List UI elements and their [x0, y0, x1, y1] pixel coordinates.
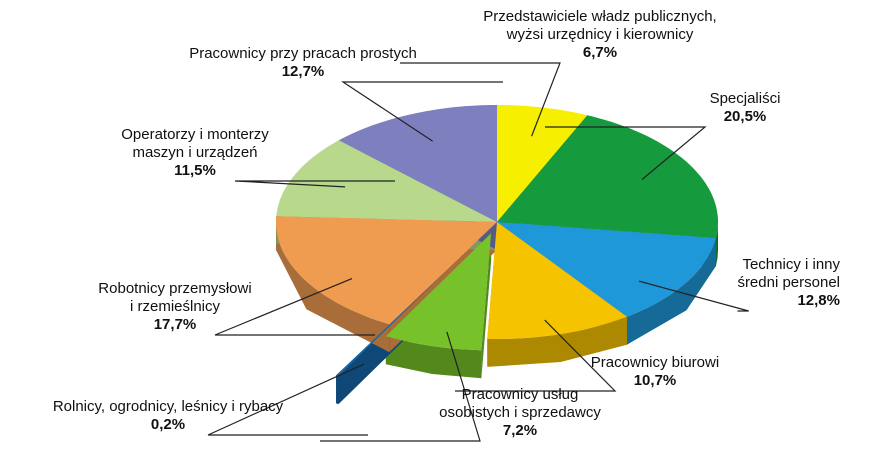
category-label: Pracownicy usług osobistych i sprzedawcy: [439, 386, 601, 421]
label: Rolnicy, ogrodnicy, leśnicy i rybacy 0,2%: [0, 398, 368, 434]
label: Specjaliści 20,5%: [545, 90, 872, 126]
category-label: Pracownicy przy pracach prostych: [189, 45, 417, 62]
value-label: 17,7%: [153, 316, 197, 333]
value-label: 11,5%: [174, 162, 216, 179]
value-label: 12,8%: [797, 292, 840, 309]
category-label: Specjaliści: [709, 90, 781, 107]
leader-line: [341, 81, 503, 142]
leader-line: [214, 277, 375, 336]
label: Przedstawiciele władz publicznych, wyżsi…: [400, 8, 800, 62]
slice-wall: [336, 375, 339, 405]
label: Technicy i inny średni personel 12,8%: [737, 256, 840, 310]
slice: [497, 222, 716, 317]
category-label: Robotnicy przemysłowi i rzemieślnicy: [98, 280, 252, 315]
leader-line: [207, 363, 368, 436]
slice-side: [481, 233, 492, 379]
leader-line: [638, 280, 749, 312]
slice: [497, 105, 588, 222]
slice: [487, 222, 627, 339]
slice-wall: [276, 222, 390, 353]
leader-line: [234, 180, 395, 188]
value-label: 6,7%: [582, 44, 618, 61]
leader-line: [320, 331, 481, 442]
slice: [497, 115, 718, 239]
label: Robotnicy przemysłowi i rzemieślnicy 17,7…: [0, 280, 375, 334]
category-label: Pracownicy biurowi: [590, 354, 720, 371]
label: Operatorzy i monterzy maszyn i urządzeń 1…: [0, 126, 395, 180]
label: Pracownicy przy pracach prostych 12,7%: [103, 45, 503, 81]
slice-wall: [626, 238, 716, 345]
value-label: 12,7%: [281, 63, 325, 80]
label: Pracownicy usług osobistych i sprzedawcy…: [320, 386, 720, 440]
slice-wall: [715, 222, 718, 267]
leader-line: [455, 319, 617, 392]
category-label: Rolnicy, ogrodnicy, leśnicy i rybacy: [52, 398, 284, 415]
slice: [338, 105, 497, 222]
value-label: 7,2%: [502, 422, 538, 439]
value-label: 10,7%: [633, 372, 677, 389]
slice: [385, 233, 492, 351]
category-label: Przedstawiciele władz publicznych, wyżsi…: [483, 8, 717, 43]
leader-line: [400, 62, 561, 137]
label: Pracownicy biurowi 10,7%: [455, 354, 855, 390]
category-label: Technicy i inny średni personel: [737, 256, 840, 291]
category-label: Operatorzy i monterzy maszyn i urządzeń: [121, 126, 269, 161]
slice: [276, 216, 497, 325]
value-label: 0,2%: [150, 416, 186, 433]
value-label: 20,5%: [723, 108, 767, 125]
leader-line: [545, 126, 707, 180]
slice: [336, 273, 444, 377]
slice-wall: [487, 316, 627, 367]
